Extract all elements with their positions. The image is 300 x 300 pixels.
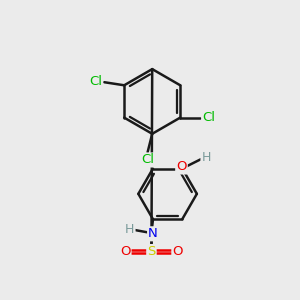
Text: H: H (201, 151, 211, 164)
Text: N: N (148, 227, 158, 240)
Text: O: O (172, 245, 183, 258)
Text: O: O (120, 245, 130, 258)
Text: Cl: Cl (202, 111, 215, 124)
Text: O: O (176, 160, 187, 173)
Text: Cl: Cl (141, 154, 154, 166)
Text: Cl: Cl (89, 75, 102, 88)
Text: S: S (147, 245, 156, 258)
Text: H: H (125, 224, 135, 236)
